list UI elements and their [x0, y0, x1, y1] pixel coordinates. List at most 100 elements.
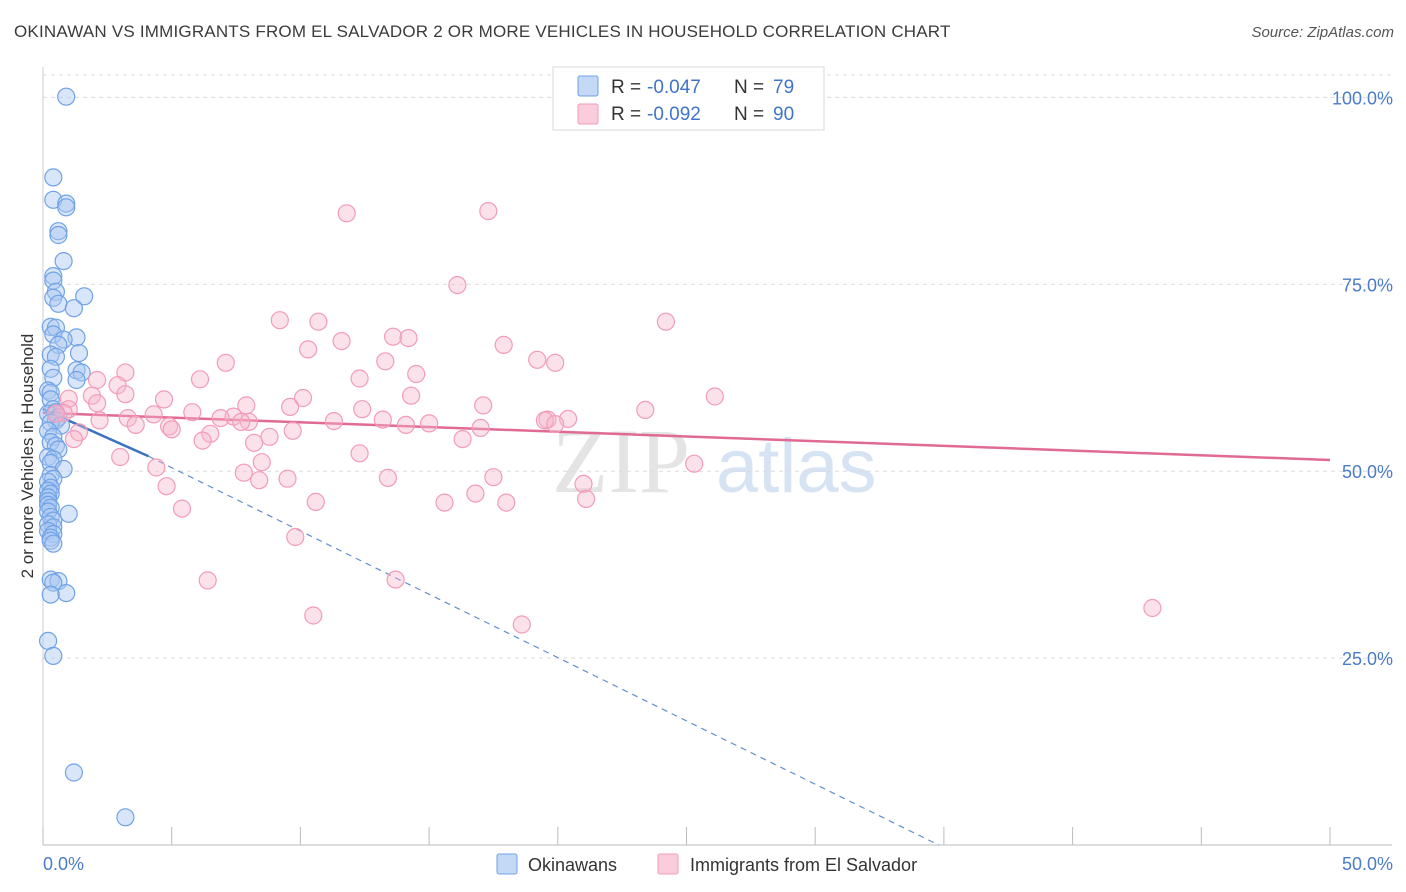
chart-title: OKINAWAN VS IMMIGRANTS FROM EL SALVADOR … [14, 22, 951, 41]
x-tick-max: 50.0% [1342, 854, 1393, 874]
watermark-zip: ZIP [552, 410, 690, 512]
point-el-salvador [466, 484, 485, 503]
point-el-salvador [306, 492, 325, 511]
point-el-salvador [299, 340, 318, 359]
point-el-salvador [435, 493, 454, 512]
point-el-salvador [484, 468, 503, 487]
y-tick-label: 50.0% [1342, 462, 1393, 482]
x-tick-min: 0.0% [43, 854, 84, 874]
point-el-salvador [448, 276, 467, 295]
point-okinawans [49, 440, 68, 459]
point-el-salvador [144, 405, 163, 424]
point-okinawans [64, 763, 84, 782]
point-okinawans [59, 504, 78, 523]
bottom-legend-swatch-el-salvador [657, 853, 679, 875]
point-el-salvador [512, 615, 531, 634]
point-okinawans [49, 294, 68, 313]
point-el-salvador [350, 369, 369, 388]
point-el-salvador [685, 454, 704, 473]
point-el-salvador [245, 433, 264, 452]
point-el-salvador [396, 415, 415, 434]
point-okinawans [41, 570, 60, 589]
point-el-salvador [90, 411, 109, 430]
legend-swatch-el-salvador [577, 103, 599, 125]
point-okinawans [44, 267, 63, 286]
watermark-atlas: atlas [716, 424, 877, 509]
point-okinawans [46, 347, 66, 366]
point-el-salvador [324, 412, 343, 431]
point-el-salvador [111, 447, 130, 467]
point-el-salvador [234, 463, 253, 482]
legend-r-label-el-salvador: R = [611, 104, 641, 125]
point-okinawans [41, 531, 60, 550]
point-el-salvador [232, 412, 251, 431]
point-el-salvador [59, 389, 78, 408]
point-el-salvador [260, 427, 279, 446]
point-el-salvador [172, 499, 192, 518]
point-el-salvador [293, 388, 313, 408]
point-el-salvador [546, 353, 565, 372]
point-okinawans [64, 299, 84, 318]
point-okinawans [44, 646, 63, 666]
point-okinawans [49, 225, 68, 245]
y-tick-label: 75.0% [1342, 275, 1393, 295]
point-el-salvador [157, 477, 176, 496]
chart-source: Source: ZipAtlas.com [1251, 24, 1394, 41]
grid-layer: 25.0% 50.0% 75.0% 100.0% [43, 74, 1393, 669]
y-tick-label: 100.0% [1332, 88, 1393, 108]
point-okinawans [116, 808, 135, 827]
point-el-salvador [309, 312, 328, 331]
legend-n-label-okinawans: N = [734, 77, 764, 98]
point-el-salvador [286, 527, 305, 547]
point-okinawans [44, 534, 63, 553]
point-el-salvador [479, 202, 498, 221]
point-el-salvador [376, 352, 395, 371]
legend-r-label-okinawans: R = [611, 77, 641, 98]
point-el-salvador [198, 571, 217, 590]
point-okinawans [54, 252, 73, 271]
point-el-salvador [1143, 598, 1162, 618]
point-el-salvador [474, 396, 493, 415]
point-el-salvador [193, 431, 212, 450]
point-el-salvador [494, 335, 513, 354]
axis-layer [42, 67, 1392, 846]
point-el-salvador [283, 421, 302, 440]
point-el-salvador [399, 329, 418, 348]
y-axis-label: 2 or more Vehicles in Household [18, 334, 37, 579]
points-layer [38, 87, 1162, 827]
legend-n-value-okinawans: 79 [773, 77, 794, 98]
point-el-salvador [154, 390, 174, 409]
point-okinawans [44, 325, 63, 344]
point-el-salvador [162, 420, 181, 439]
point-el-salvador [160, 417, 179, 436]
bottom-legend-label-el-salvador: Immigrants from El Salvador [690, 855, 917, 875]
stats-legend: R = -0.047 N = 79 R = -0.092 N = 90 [552, 66, 825, 131]
point-el-salvador [373, 410, 392, 429]
point-el-salvador [420, 414, 439, 433]
point-el-salvador [201, 424, 220, 443]
point-el-salvador [386, 570, 405, 589]
point-okinawans [54, 330, 73, 349]
point-okinawans [75, 287, 94, 306]
point-okinawans [49, 335, 68, 354]
trend-line-okinawans-extrapolated [148, 455, 940, 846]
legend-n-value-el-salvador: 90 [773, 104, 794, 125]
legend-r-value-okinawans: -0.047 [647, 77, 701, 98]
point-el-salvador [535, 411, 555, 430]
bottom-legend-label-okinawans: Okinawans [528, 855, 617, 875]
point-el-salvador [384, 327, 403, 346]
legend-r-value-el-salvador: -0.092 [647, 104, 701, 125]
point-el-salvador [183, 403, 202, 422]
point-el-salvador [190, 370, 210, 389]
point-el-salvador [252, 453, 271, 472]
point-okinawans [41, 585, 60, 604]
point-el-salvador [576, 489, 596, 508]
point-el-salvador [87, 370, 107, 390]
point-okinawans [57, 87, 76, 106]
point-el-salvador [250, 471, 269, 490]
point-el-salvador [278, 469, 297, 488]
point-el-salvador [528, 350, 547, 369]
y-tick-label: 25.0% [1342, 649, 1393, 669]
point-okinawans [67, 370, 86, 390]
